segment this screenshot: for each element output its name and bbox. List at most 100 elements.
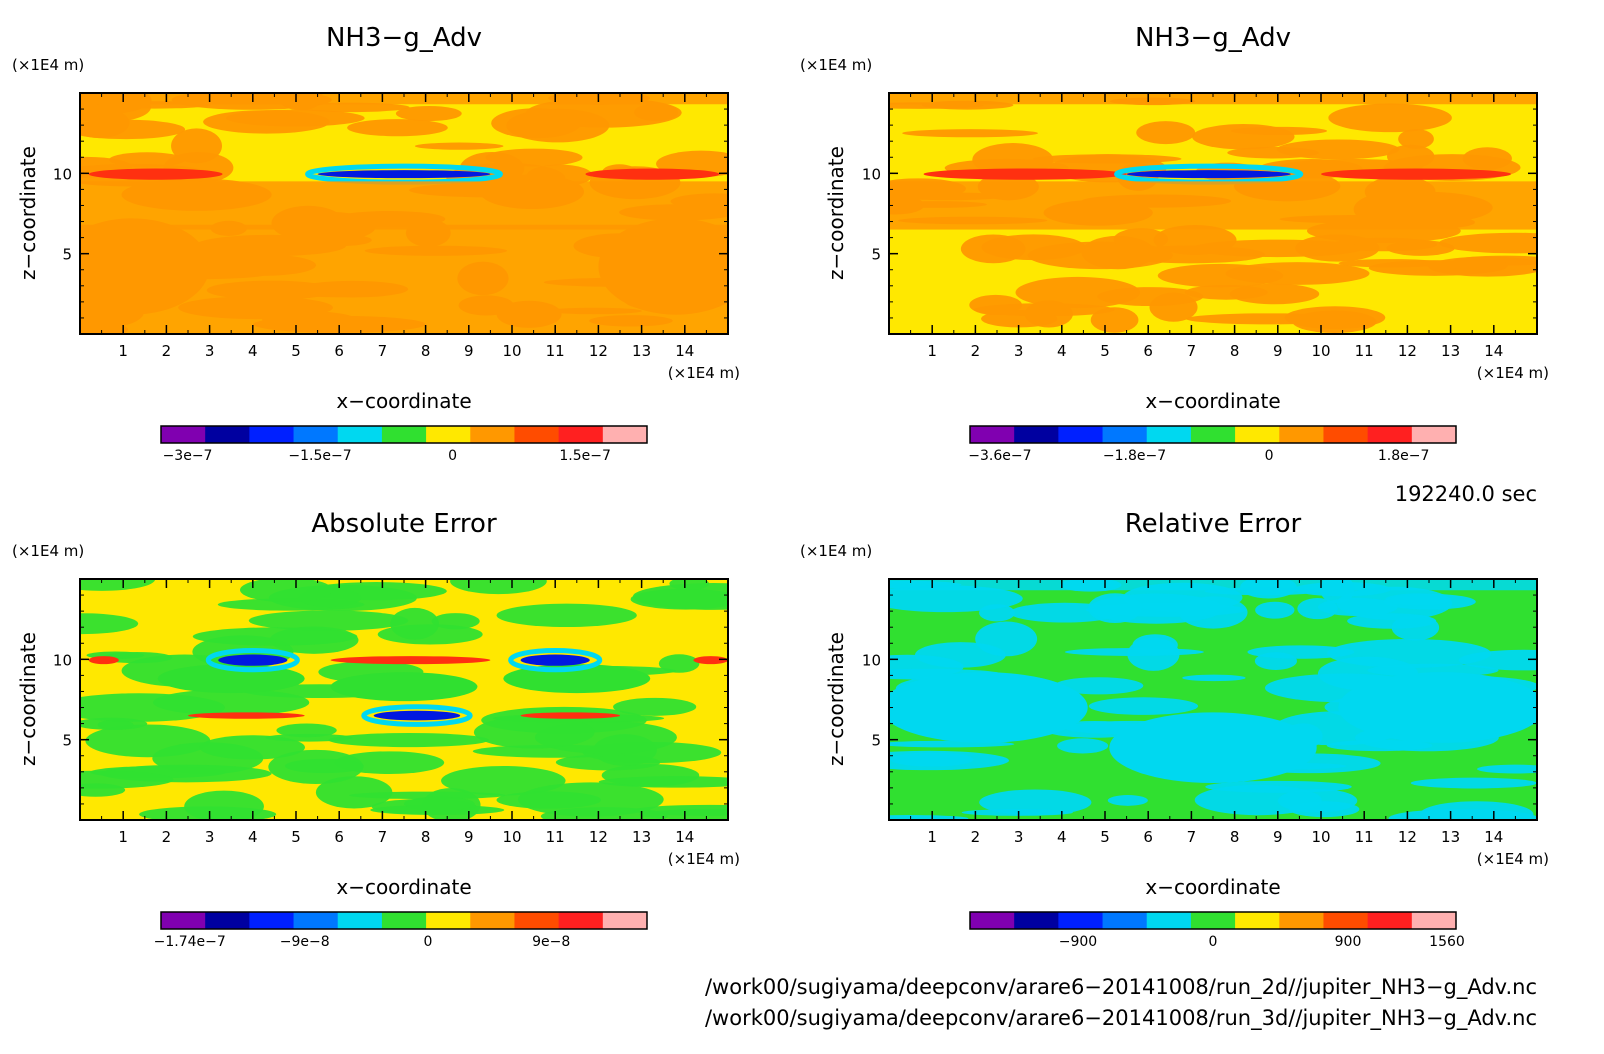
field-blob [1136, 121, 1196, 145]
x-tick-label: 5 [291, 828, 301, 846]
x-tick-label: 8 [421, 342, 431, 360]
x-axis-label: x−coordinate [336, 875, 471, 899]
field-blob [199, 735, 305, 760]
y-axis-label: z−coordinate [16, 146, 40, 280]
file-path-3d: /work00/sugiyama/deepconv/arare6−2014100… [705, 1006, 1537, 1031]
colorbar-swatch [205, 912, 250, 929]
field-blob [496, 603, 637, 628]
colorbar-swatch [1235, 426, 1280, 443]
panel-title: NH3−g_Adv [326, 23, 482, 53]
x-tick-label: 7 [1187, 342, 1197, 360]
colorbar-swatch [249, 426, 295, 443]
field-blob [1277, 788, 1358, 813]
colorbar-label: 9e−8 [532, 934, 570, 950]
x-tick-label: 4 [248, 342, 258, 360]
x-unit-label: (×1E4 m) [1477, 850, 1549, 868]
x-tick-label: 2 [162, 342, 172, 360]
field-blob [632, 583, 728, 610]
field-blob [1015, 276, 1141, 309]
field-blob [1088, 697, 1199, 715]
colorbar-swatch [249, 912, 295, 929]
colorbar-swatch [1235, 912, 1280, 929]
colorbar-label: 1560 [1429, 934, 1465, 950]
colorbar-swatch [602, 912, 648, 929]
colorbar-frame [160, 425, 648, 444]
field-band-upper-red [585, 168, 720, 180]
colorbar-label: 900 [1335, 934, 1362, 950]
file-path-2d: /work00/sugiyama/deepconv/arare6−2014100… [705, 975, 1537, 1000]
x-tick-label: 1 [927, 828, 937, 846]
field-band-low-orange [80, 224, 728, 334]
colorbar-swatch [470, 426, 515, 443]
field-blob [1453, 258, 1508, 273]
x-tick-label: 14 [1484, 828, 1503, 846]
colorbar-label: 0 [448, 448, 457, 464]
colorbar-swatch [470, 912, 515, 929]
field-blob [349, 791, 506, 800]
x-tick-label: 1 [927, 342, 937, 360]
x-tick-label: 8 [1230, 828, 1240, 846]
colorbar-swatch [1279, 426, 1324, 443]
colorbar-swatch [1367, 912, 1413, 929]
colorbar-swatch [293, 912, 339, 929]
field-blob [1107, 795, 1148, 806]
x-axis-label: x−coordinate [1145, 875, 1280, 899]
x-tick-label: 10 [502, 342, 521, 360]
x-tick-label: 4 [248, 828, 258, 846]
field-blob [1057, 738, 1109, 754]
x-tick-label: 14 [1484, 342, 1503, 360]
field-blob [248, 610, 409, 631]
field-blob [1477, 764, 1537, 774]
field-blob [80, 783, 126, 797]
x-tick-label: 10 [502, 828, 521, 846]
colorbar-swatch [161, 912, 206, 929]
field-blob [526, 164, 593, 187]
colorbar-swatch [293, 426, 339, 443]
heatmap-field [80, 93, 728, 334]
field-blob [192, 627, 358, 646]
colorbar-swatch [1146, 426, 1192, 443]
field-band-upper-blue [520, 654, 590, 666]
colorbar-swatch [381, 426, 427, 443]
field-blob [969, 294, 1023, 316]
y-unit-label: (×1E4 m) [800, 56, 872, 74]
field-blob [485, 148, 583, 167]
x-tick-label: 3 [1014, 828, 1024, 846]
x-tick-label: 12 [1398, 828, 1417, 846]
y-tick-label: 5 [871, 246, 881, 264]
field-band-top [889, 93, 1537, 105]
x-unit-label: (×1E4 m) [668, 850, 740, 868]
x-tick-label: 9 [464, 828, 474, 846]
field-blob [473, 716, 595, 749]
colorbar-swatch [1323, 426, 1369, 443]
field-blob [1398, 129, 1434, 149]
y-axis-label: z−coordinate [824, 146, 848, 280]
time-label: 192240.0 sec [1395, 482, 1537, 506]
x-tick-label: 9 [1273, 828, 1283, 846]
colorbar-swatch [1190, 912, 1236, 929]
field-band-upper-red [1321, 168, 1512, 180]
panel-title: Relative Error [1125, 509, 1302, 539]
field-blob [517, 782, 664, 817]
field-blob [961, 809, 1073, 816]
field-blob [1328, 103, 1452, 133]
colorbar-swatch [1190, 426, 1236, 443]
y-tick-label: 10 [53, 165, 72, 183]
x-tick-label: 13 [632, 828, 651, 846]
field-band-upper-blue [218, 654, 288, 666]
heatmap-field [80, 579, 728, 820]
y-unit-label: (×1E4 m) [12, 56, 84, 74]
field-blob [1247, 645, 1355, 659]
field-zone [889, 672, 1088, 743]
x-tick-label: 14 [675, 828, 694, 846]
field-blob [1388, 809, 1537, 820]
field-band-upper-red [923, 168, 1127, 180]
x-tick-label: 13 [1441, 828, 1460, 846]
x-tick-label: 6 [1143, 342, 1153, 360]
field-blob [80, 119, 186, 140]
x-tick-label: 11 [1355, 828, 1374, 846]
field-band-upper-blue [317, 170, 491, 179]
colorbar-label: 1.5e−7 [559, 448, 611, 464]
field-zone [330, 672, 478, 702]
